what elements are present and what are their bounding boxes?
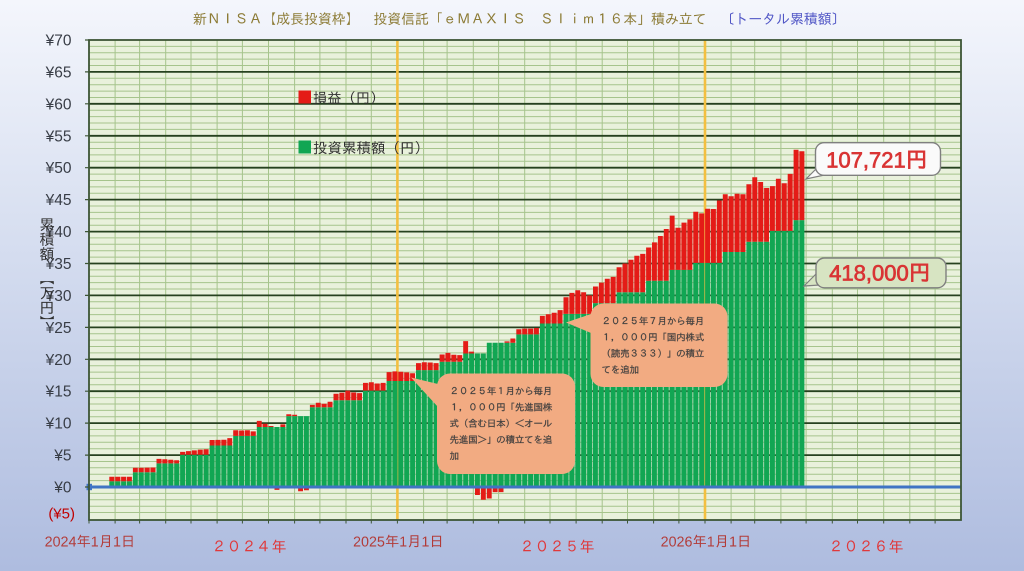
- svg-text:¥10: ¥10: [45, 416, 72, 433]
- svg-text:¥25: ¥25: [45, 320, 72, 337]
- svg-text:¥70: ¥70: [45, 33, 72, 50]
- svg-text:¥60: ¥60: [45, 96, 72, 113]
- svg-text:¥65: ¥65: [45, 64, 72, 81]
- svg-text:¥20: ¥20: [45, 352, 72, 369]
- svg-text:¥45: ¥45: [45, 192, 72, 209]
- svg-text:¥0: ¥0: [53, 480, 72, 497]
- svg-text:(¥5): (¥5): [48, 506, 75, 523]
- svg-text:¥35: ¥35: [45, 256, 72, 273]
- svg-text:¥50: ¥50: [45, 160, 72, 177]
- svg-text:¥55: ¥55: [45, 128, 72, 145]
- svg-text:¥15: ¥15: [45, 384, 72, 401]
- svg-text:¥5: ¥5: [53, 448, 71, 465]
